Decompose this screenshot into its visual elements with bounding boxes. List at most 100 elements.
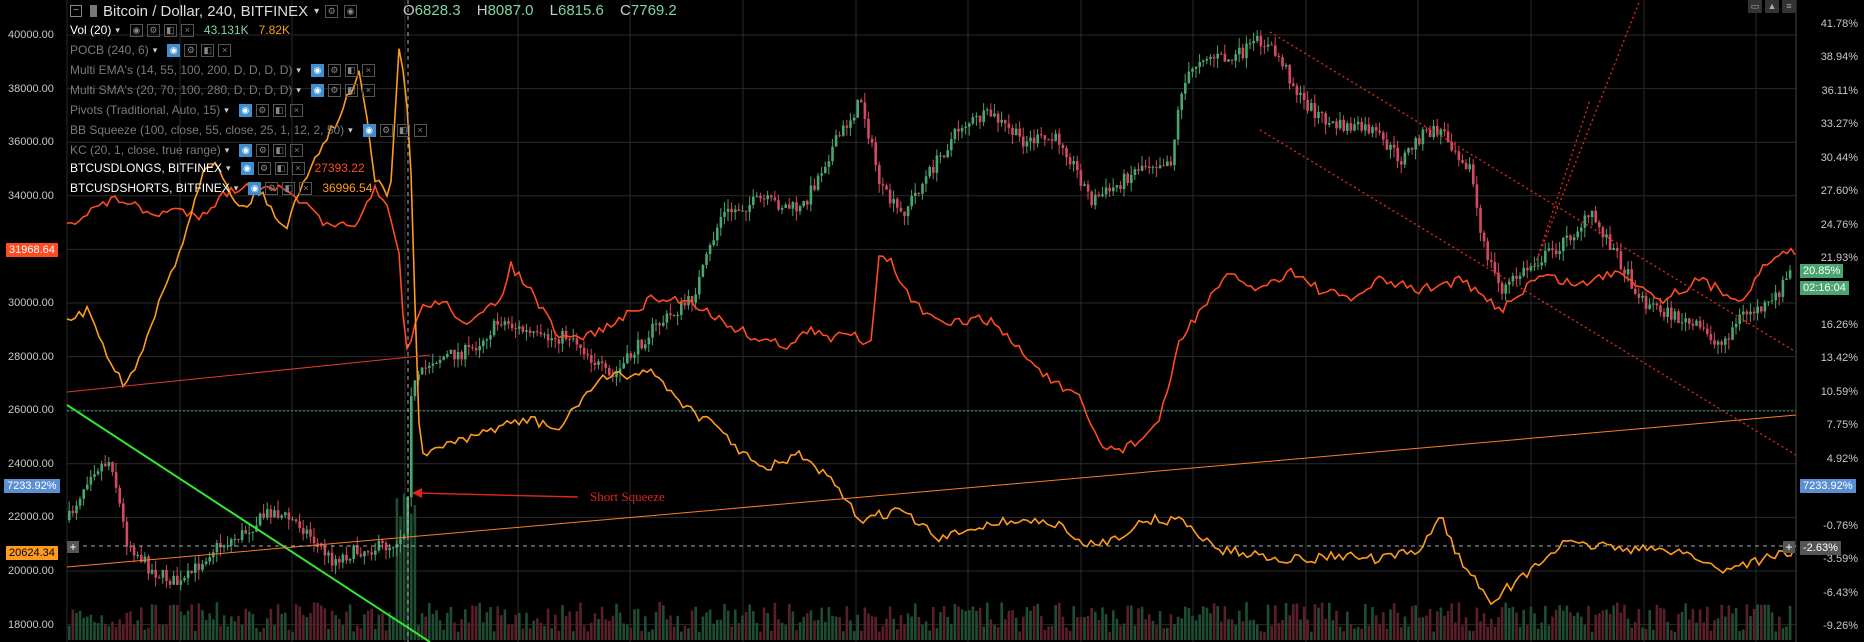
volume-bar [1317,607,1320,640]
indicator-name[interactable]: BB Squeeze (100, close, 55, close, 25, 1… [70,123,345,137]
volume-bar [150,604,154,640]
settings-icon[interactable]: ⚙ [256,143,270,157]
settings-icon[interactable]: ⚙ [327,63,341,77]
menu-icon[interactable]: ≡ [1782,0,1796,13]
channel-upper[interactable] [1269,31,1797,353]
short-squeeze-annotation[interactable]: Short Squeeze [590,489,665,504]
hide-icon[interactable]: ◉ [310,63,324,77]
source-icon[interactable]: ◧ [344,63,358,77]
source-icon[interactable]: ◧ [201,43,215,57]
close-icon[interactable]: × [218,43,232,57]
close-icon[interactable]: × [289,103,303,117]
close-icon[interactable]: × [361,83,375,97]
indicator-name[interactable]: BTCUSDLONGS, BITFINEX [70,161,223,175]
hide-icon[interactable]: ◉ [167,43,181,57]
chevron-down-icon[interactable]: ▾ [296,84,301,95]
source-icon[interactable]: ◧ [344,83,358,97]
close-icon[interactable]: × [361,63,375,77]
source-icon[interactable]: ◧ [272,103,286,117]
hide-icon[interactable]: ◉ [310,83,324,97]
collapse-toggle-icon[interactable]: − [70,5,82,17]
settings-icon[interactable]: ⚙ [327,83,341,97]
candle-body [230,539,233,546]
indicator-name[interactable]: POCB (240, 6) [70,43,149,57]
crosshair-plus-right-icon[interactable]: + [1783,541,1795,553]
hide-icon[interactable]: ◉ [129,23,143,37]
crosshair-plus-left-icon[interactable]: + [67,541,79,553]
settings-icon[interactable]: ⚙ [265,181,279,195]
indicator-name[interactable]: KC (20, 1, close, true range) [70,143,221,157]
chevron-down-icon[interactable]: ▾ [226,162,231,173]
candle-body [1331,121,1335,124]
flag-icon[interactable] [90,5,97,17]
settings-icon[interactable]: ⚙ [146,23,160,37]
volume-bar [1493,626,1497,640]
hide-icon[interactable]: ◉ [248,181,262,195]
source-icon[interactable]: ◧ [396,123,410,137]
maximize-icon[interactable]: ▭ [1748,0,1762,13]
chevron-down-icon[interactable]: ▾ [296,64,301,75]
indicator-name[interactable]: Pivots (Traditional, Auto, 15) [70,103,221,117]
indicator-row[interactable]: Vol (20) ▾ ◉ ⚙ ◧ × 43.131K 7.82K [70,22,290,38]
indicator-row[interactable]: POCB (240, 6) ▾ ◉ ⚙ ◧ × [70,42,232,58]
annotation-arrow[interactable] [415,492,579,498]
volume-bar [888,606,892,640]
indicator-row[interactable]: BTCUSDSHORTS, BITFINEX ▾ ◉ ⚙ ◧ × 36996.54 [70,180,372,196]
source-icon[interactable]: ◧ [163,23,177,37]
indicator-row[interactable]: Pivots (Traditional, Auto, 15) ▾ ◉ ⚙ ◧ × [70,102,303,118]
candle-body [600,361,604,364]
candle-body [1634,288,1637,294]
settings-icon[interactable]: ⚙ [255,103,269,117]
candle-body [78,498,82,506]
close-icon[interactable]: × [413,123,427,137]
red-trendline[interactable] [66,354,431,393]
indicator-name[interactable]: Multi EMA's (14, 55, 100, 200, D, D, D, … [70,63,293,77]
volume-bar [798,622,802,640]
source-icon[interactable]: ◧ [282,181,296,195]
close-icon[interactable]: × [180,23,194,37]
settings-icon[interactable]: ⚙ [257,161,271,175]
indicator-name[interactable]: BTCUSDSHORTS, BITFINEX [70,181,230,195]
close-icon[interactable]: × [290,143,304,157]
orange-trendline[interactable] [66,414,1797,568]
hide-icon[interactable]: ◉ [239,143,253,157]
channel-lower[interactable] [1259,129,1797,456]
indicator-row[interactable]: KC (20, 1, close, true range) ▾ ◉ ⚙ ◧ × [70,142,304,158]
pin-icon[interactable]: ▲ [1765,0,1779,13]
volume-bar [748,604,751,640]
chevron-down-icon[interactable]: ▾ [233,182,239,193]
chevron-down-icon[interactable]: ▾ [314,5,320,17]
settings-icon[interactable]: ⚙ [184,43,198,57]
hide-icon[interactable]: ◉ [344,4,358,18]
indicator-name[interactable]: Vol (20) [70,23,112,37]
symbol-title[interactable]: Bitcoin / Dollar, 240, BITFINEX [103,2,309,20]
source-icon[interactable]: ◧ [273,143,287,157]
chevron-down-icon[interactable]: ▾ [348,124,353,135]
chevron-down-icon[interactable]: ▾ [224,144,230,155]
close-icon[interactable]: × [299,181,313,195]
close-icon[interactable]: × [291,161,305,175]
hide-icon[interactable]: ◉ [240,161,254,175]
volume-bar [1421,617,1425,640]
green-trendline[interactable] [66,404,431,642]
candle-body [928,166,931,177]
indicator-row[interactable]: BTCUSDLONGS, BITFINEX ▾ ◉ ⚙ ◧ × 27393.22 [70,160,365,176]
indicator-row[interactable]: Multi SMA's (20, 70, 100, 280, D, D, D, … [70,82,375,98]
chevron-down-icon[interactable]: ▾ [224,104,229,115]
indicator-row[interactable]: Multi EMA's (14, 55, 100, 200, D, D, D, … [70,62,375,78]
candle-body [1742,311,1745,315]
chevron-down-icon[interactable]: ▾ [115,24,120,35]
chevron-down-icon[interactable]: ▾ [152,44,158,55]
hide-icon[interactable]: ◉ [238,103,252,117]
fan-line-2[interactable] [1534,99,1591,266]
indicator-name[interactable]: Multi SMA's (20, 70, 100, 280, D, D, D, … [70,83,293,97]
candle-body [986,109,989,111]
candle-body [604,363,607,368]
candle-body [953,128,957,140]
indicator-row[interactable]: BB Squeeze (100, close, 55, close, 25, 1… [70,122,427,138]
settings-icon[interactable]: ⚙ [325,4,339,18]
source-icon[interactable]: ◧ [274,161,288,175]
settings-icon[interactable]: ⚙ [379,123,393,137]
hide-icon[interactable]: ◉ [362,123,376,137]
